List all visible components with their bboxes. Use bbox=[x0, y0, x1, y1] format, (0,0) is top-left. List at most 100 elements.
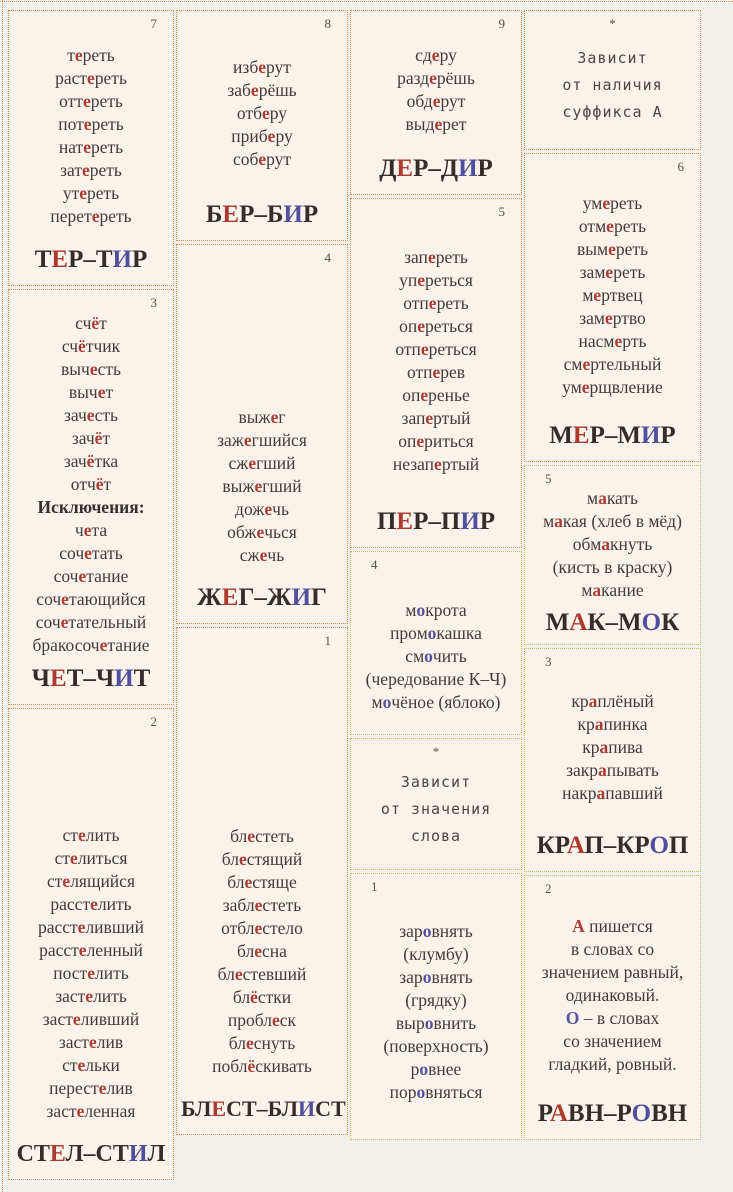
red-letter: е bbox=[608, 238, 616, 259]
red-letter: е bbox=[85, 986, 94, 1006]
red-letter: е bbox=[98, 1078, 107, 1098]
blue-letter: о bbox=[419, 1059, 429, 1079]
red-letter: е bbox=[77, 917, 86, 937]
card-body: умереть отмереть вымереть замереть мертвец за… bbox=[529, 175, 696, 415]
word-line: насмерть bbox=[578, 330, 647, 351]
word-line: (чередование К–Ч) bbox=[365, 669, 507, 689]
word-line: обжечься bbox=[227, 522, 297, 542]
word-line: ровнее bbox=[410, 1059, 462, 1079]
red-letter: Е bbox=[572, 422, 590, 449]
red-letter: ё bbox=[91, 313, 100, 333]
red-letter: е bbox=[74, 44, 83, 65]
word-line: умереть bbox=[582, 192, 643, 213]
red-letter: е bbox=[272, 1010, 280, 1030]
card-body: макать макая (хлеб в мёд) обмакнуть (кисть … bbox=[529, 487, 696, 602]
card-chet-chit: 3 счёт счётчик вычесть вычет зачесть зачёт зачё… bbox=[8, 289, 174, 705]
red-letter: е bbox=[428, 292, 437, 313]
root-header: БЛЕСТ–БЛИСТ bbox=[181, 1096, 346, 1121]
red-letter: е bbox=[89, 359, 98, 379]
card-body: Зависит от наличия суффикса А bbox=[529, 32, 696, 139]
card-body: краплёный крапинка крапива закрапывать накра… bbox=[529, 670, 696, 825]
word-line: блесна bbox=[237, 941, 287, 961]
word-line: чета bbox=[74, 520, 108, 540]
word-line: отперев bbox=[406, 361, 466, 382]
card-number: * bbox=[432, 744, 440, 759]
blue-letter: И bbox=[640, 422, 661, 449]
red-letter: ё bbox=[78, 336, 86, 356]
red-letter: ё bbox=[247, 1056, 256, 1076]
blue-letter: И bbox=[112, 246, 132, 273]
red-letter: е bbox=[420, 338, 429, 359]
card-body: выжег зажегшийся сжегший выжегший дожечь обже… bbox=[181, 266, 343, 577]
red-letter: е bbox=[238, 849, 247, 869]
word-line: макать bbox=[586, 488, 638, 508]
card-number: 4 bbox=[371, 557, 378, 572]
word-line: потереть bbox=[58, 113, 124, 134]
red-letter: а bbox=[554, 511, 563, 531]
red-letter: е bbox=[431, 45, 440, 65]
word-line: (поверхность) bbox=[383, 1036, 489, 1056]
word-line: расстеленный bbox=[39, 940, 143, 960]
word-line: макая (хлеб в мёд) bbox=[543, 511, 682, 531]
word-line: застеленная bbox=[46, 1101, 136, 1121]
blue-letter: И bbox=[298, 1096, 316, 1121]
word-line: смертельный bbox=[563, 353, 662, 374]
card-body: А пишется в словах со значением равный, оди… bbox=[529, 897, 696, 1093]
red-letter: е bbox=[582, 353, 591, 374]
red-letter: ё bbox=[86, 451, 95, 471]
blue-letter: И bbox=[283, 201, 303, 228]
red-letter: е bbox=[593, 284, 602, 305]
word-line: стельки bbox=[62, 1055, 120, 1075]
red-letter: е bbox=[234, 964, 243, 984]
blue-letter: И bbox=[458, 155, 478, 182]
note-line: от значения bbox=[380, 800, 492, 818]
red-letter: е bbox=[243, 430, 252, 450]
word-line: зажегшийся bbox=[217, 430, 307, 450]
word-line: в словах со bbox=[570, 938, 655, 959]
red-letter: е bbox=[270, 407, 279, 427]
card-number: 3 bbox=[545, 654, 552, 669]
word-line: оперенье bbox=[402, 384, 470, 405]
word-line: вымереть bbox=[576, 238, 649, 259]
word-line: мертвец bbox=[582, 284, 643, 305]
word-line: стелиться bbox=[54, 848, 128, 868]
word-line: крапинка bbox=[577, 714, 648, 734]
word-line: (клумбу) bbox=[403, 944, 469, 964]
word-line: замертво bbox=[579, 307, 646, 328]
note-line: от наличия bbox=[562, 76, 663, 94]
sheet-cut-line-left bbox=[2, 0, 3, 1192]
word-line: запертый bbox=[401, 407, 471, 428]
red-letter: е bbox=[416, 430, 425, 451]
word-line: незапертый bbox=[392, 453, 480, 474]
word-line: проблеск bbox=[227, 1010, 297, 1030]
red-letter: е bbox=[247, 826, 256, 846]
card-mak-mok: 5 макать макая (хлеб в мёд) обмакнуть (кисть… bbox=[524, 465, 701, 645]
word-line: вычет bbox=[68, 382, 114, 402]
word-line: умерщвление bbox=[562, 376, 663, 397]
word-line: смочить bbox=[405, 646, 467, 666]
red-letter: е bbox=[432, 91, 441, 111]
word-line: раздерёшь bbox=[397, 68, 475, 88]
red-letter: е bbox=[417, 315, 425, 336]
word-line: гладкий, ровный. bbox=[548, 1053, 677, 1074]
red-letter: а bbox=[598, 760, 607, 780]
red-letter: е bbox=[267, 125, 276, 146]
blue-letter: о bbox=[427, 623, 437, 643]
word-line: зачесть bbox=[64, 405, 118, 425]
red-letter: е bbox=[417, 269, 425, 290]
word-line: отчёт bbox=[70, 474, 112, 494]
red-letter: е bbox=[581, 376, 590, 397]
word-line: выровнить bbox=[395, 1013, 477, 1033]
blue-letter: О bbox=[631, 1100, 652, 1127]
note-line: суффикса А bbox=[562, 103, 663, 121]
red-letter: ё bbox=[250, 987, 258, 1007]
note-line: Зависит bbox=[400, 773, 472, 791]
red-letter: е bbox=[81, 159, 90, 180]
word-line: стелить bbox=[62, 825, 120, 845]
word-line: зачётка bbox=[63, 451, 119, 471]
red-letter: Е bbox=[50, 665, 67, 692]
red-letter: е bbox=[602, 192, 611, 213]
sheet-cut-line-top bbox=[0, 1, 733, 2]
red-letter: е bbox=[427, 246, 436, 267]
root-header: ДЕР–ДИР bbox=[379, 155, 493, 182]
